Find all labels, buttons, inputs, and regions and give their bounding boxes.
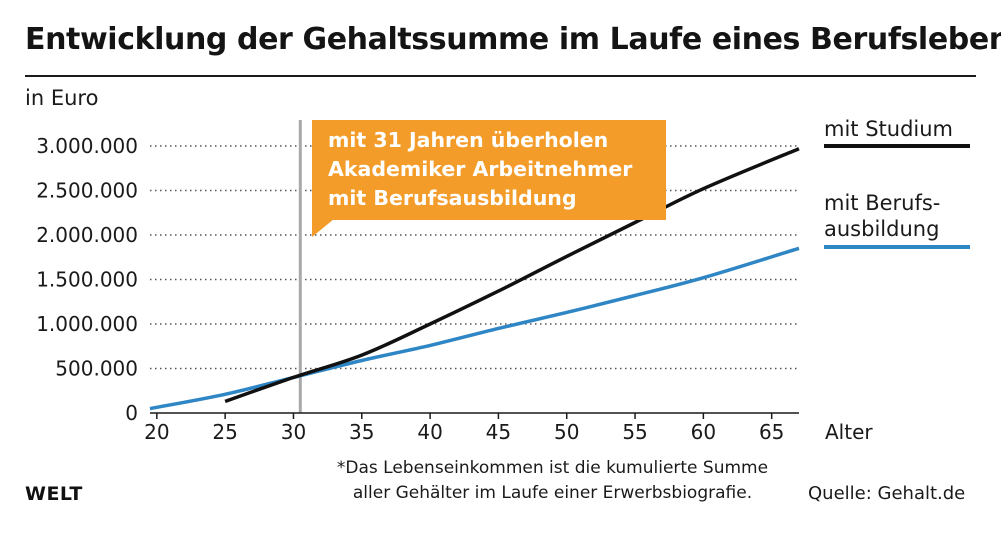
y-tick-label: 1.500.000 (36, 268, 138, 292)
annotation-text: mit 31 Jahren überholen Akademiker Arbei… (328, 126, 658, 213)
x-axis-label: Alter (825, 420, 873, 444)
x-tick-label: 65 (759, 420, 784, 444)
annotation-line-1: mit 31 Jahren überholen (328, 126, 658, 155)
annotation-callout: mit 31 Jahren überholen Akademiker Arbei… (312, 120, 666, 220)
series-lines (149, 147, 800, 411)
x-tick-label: 30 (281, 420, 306, 444)
footnote-line-2: aller Gehälter im Laufe einer Erwerbsbio… (352, 483, 753, 503)
legend-label-ausbildung: mit Berufs- ausbildung (824, 190, 940, 242)
y-tick-label: 1.000.000 (36, 312, 138, 336)
annotation-callout-pointer (312, 219, 334, 237)
y-tick-label: 3.000.000 (36, 134, 138, 158)
x-axis-ticks: 20 25 30 35 40 45 50 55 60 65 (144, 420, 784, 444)
publisher-logo: WELT (25, 483, 83, 505)
legend-swatch-studium (824, 144, 970, 148)
annotation-age-number: 31 (373, 128, 402, 152)
y-tick-label: 0 (125, 401, 138, 425)
x-tick-label: 20 (144, 420, 169, 444)
chart-title: Entwicklung der Gehaltssumme im Laufe ei… (25, 22, 1001, 57)
y-axis-ticks: 0 500.000 1.000.000 1.500.000 2.000.000 2.500… (36, 134, 138, 425)
annotation-line-3: mit Berufsausbildung (328, 186, 577, 210)
source-credit: Quelle: Gehalt.de (808, 483, 966, 504)
annotation-line-1-prefix: mit (328, 128, 374, 152)
series-line-berufsausbildung (149, 246, 800, 411)
x-tick-label: 35 (349, 420, 374, 444)
title-divider (25, 75, 976, 77)
y-tick-label: 2.500.000 (36, 179, 138, 203)
annotation-line-2: Akademiker Arbeitnehmer (328, 157, 633, 181)
legend-label-ausbildung-line2: ausbildung (824, 217, 940, 241)
legend-label-ausbildung-line1: mit Berufs- (824, 191, 941, 215)
x-tick-label: 55 (622, 420, 647, 444)
x-axis (150, 412, 799, 419)
x-tick-label: 40 (417, 420, 442, 444)
y-tick-label: 2.000.000 (36, 223, 138, 247)
footnote-line-1: *Das Lebenseinkommen ist die kumulierte … (336, 458, 769, 478)
series-line-studium (224, 147, 800, 404)
x-tick-label: 45 (486, 420, 511, 444)
x-tick-label: 25 (212, 420, 237, 444)
x-tick-label: 50 (554, 420, 579, 444)
legend-swatch-ausbildung (824, 245, 970, 249)
footnote: *Das Lebenseinkommen ist die kumulierte … (300, 456, 805, 506)
annotation-line-1-suffix: Jahren überholen (401, 128, 609, 152)
y-tick-label: 500.000 (55, 357, 138, 381)
x-tick-label: 60 (691, 420, 716, 444)
legend-label-studium: mit Studium (824, 117, 954, 141)
y-axis-unit-label: in Euro (25, 86, 99, 110)
